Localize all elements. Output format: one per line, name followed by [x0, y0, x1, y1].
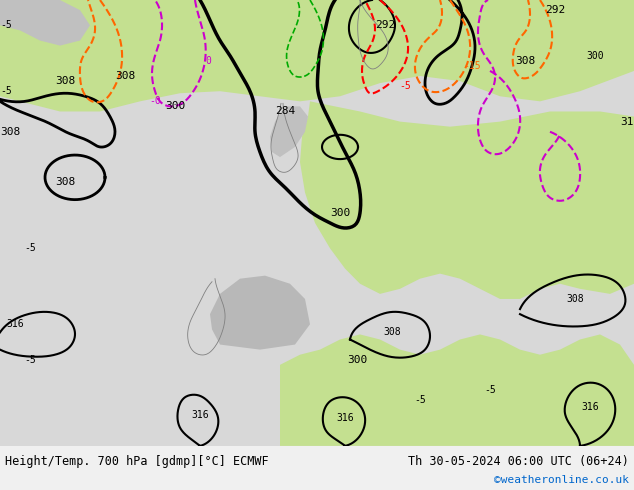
Text: -5: -5: [0, 86, 12, 96]
Text: 292: 292: [375, 21, 395, 30]
Text: 0: 0: [205, 56, 211, 66]
Text: 292: 292: [545, 5, 565, 15]
Text: -5: -5: [24, 355, 36, 365]
Text: -5: -5: [24, 244, 36, 253]
Text: ©weatheronline.co.uk: ©weatheronline.co.uk: [494, 475, 629, 485]
Text: 316: 316: [6, 319, 24, 329]
Text: 308: 308: [383, 327, 401, 338]
Text: -15: -15: [463, 61, 481, 71]
Text: -5: -5: [414, 395, 426, 405]
Polygon shape: [270, 106, 308, 157]
Text: 300: 300: [347, 355, 367, 365]
Text: 316: 316: [581, 402, 598, 413]
Polygon shape: [0, 0, 634, 112]
Polygon shape: [280, 334, 634, 446]
Text: -5: -5: [399, 81, 411, 91]
Text: 300: 300: [586, 51, 604, 61]
Text: 308: 308: [566, 294, 584, 304]
Text: 308: 308: [55, 177, 75, 187]
Text: 308: 308: [515, 56, 535, 66]
Polygon shape: [0, 0, 90, 46]
Text: 316: 316: [336, 413, 354, 422]
Text: 300: 300: [330, 208, 350, 218]
Text: -5: -5: [0, 21, 12, 30]
Text: 284: 284: [275, 106, 295, 117]
Text: 300: 300: [165, 101, 185, 111]
Polygon shape: [300, 101, 634, 299]
Text: -0: -0: [149, 97, 161, 106]
Text: 316: 316: [191, 411, 209, 420]
Text: -5: -5: [484, 385, 496, 395]
Text: 308: 308: [0, 127, 20, 137]
Text: 31: 31: [621, 117, 634, 126]
Text: 308: 308: [115, 71, 135, 81]
Polygon shape: [210, 276, 310, 350]
Text: Height/Temp. 700 hPa [gdmp][°C] ECMWF: Height/Temp. 700 hPa [gdmp][°C] ECMWF: [5, 455, 269, 468]
Text: 308: 308: [55, 76, 75, 86]
Text: Th 30-05-2024 06:00 UTC (06+24): Th 30-05-2024 06:00 UTC (06+24): [408, 455, 629, 468]
